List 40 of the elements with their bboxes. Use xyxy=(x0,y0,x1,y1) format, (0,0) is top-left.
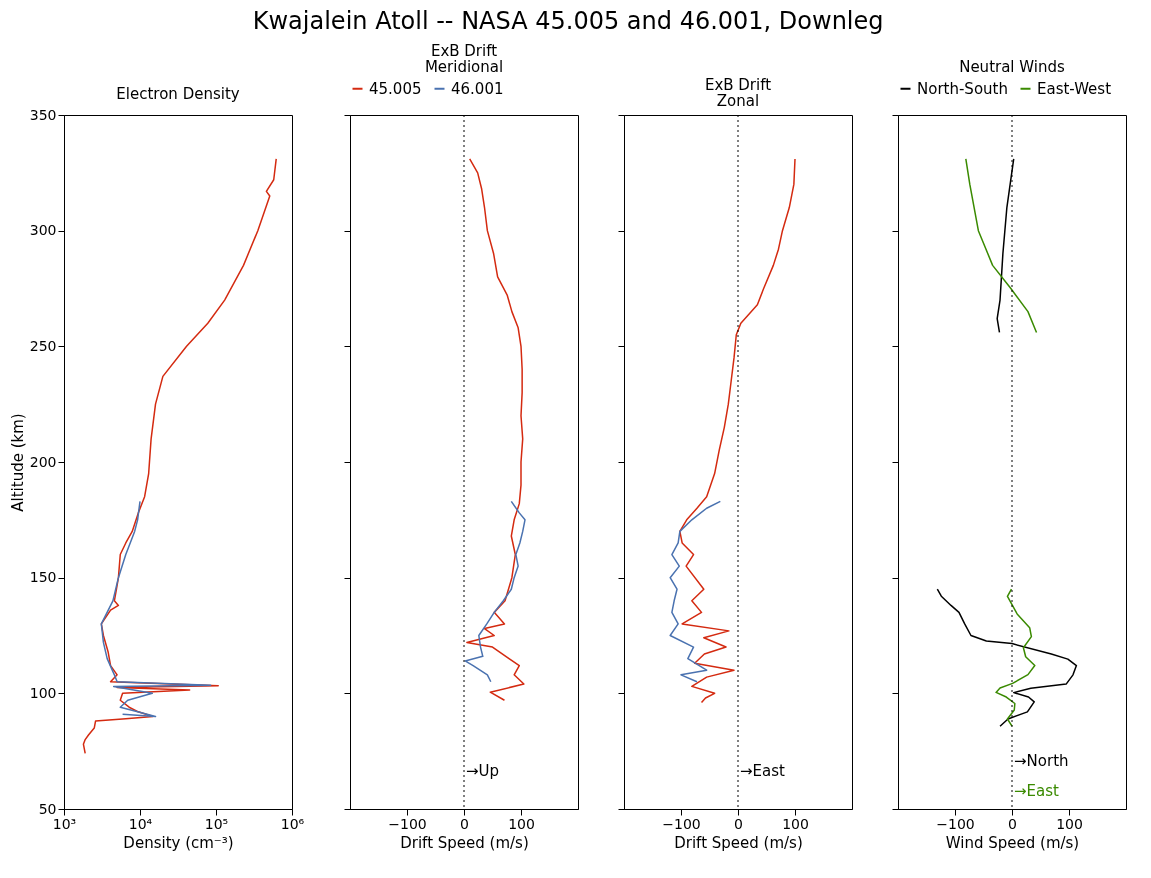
y-tick-label: 350 xyxy=(29,106,57,123)
text: Kwajalein Atoll -- NASA 45.005 and 46.001, Downleg xyxy=(252,6,884,35)
y-tick-label: 250 xyxy=(29,337,57,354)
legend-label: 46.001 xyxy=(451,79,504,98)
x-tick-label: 0 xyxy=(1008,815,1017,832)
x-tick-label: −100 xyxy=(662,815,701,832)
y-axis-title: Altitude (km) xyxy=(8,413,27,512)
y-tick-label: 300 xyxy=(29,222,57,239)
x-tick-label: 100 xyxy=(1056,815,1083,832)
x-tick-label: 10⁵ xyxy=(204,815,229,832)
x-tick-label: 100 xyxy=(782,815,809,832)
x-axis-title: Density (cm⁻³) xyxy=(123,833,234,852)
x-tick-label: 0 xyxy=(734,815,743,832)
chart-title: Electron Density xyxy=(116,85,240,103)
chart-title: ExB Drift xyxy=(430,42,498,60)
x-tick-label: −100 xyxy=(936,815,975,832)
y-tick-label: 150 xyxy=(29,569,57,586)
annotation: →North xyxy=(1014,752,1069,770)
x-axis-title: Drift Speed (m/s) xyxy=(674,833,803,852)
annotation: →East xyxy=(1014,782,1060,800)
annotation: →Up xyxy=(466,762,500,780)
chart-subtitle: Zonal xyxy=(716,91,760,110)
annotation: →East xyxy=(740,762,786,780)
chart-title: ExB Drift xyxy=(704,75,772,94)
x-tick-label: 10⁴ xyxy=(128,815,153,832)
x-tick-label: 10⁶ xyxy=(280,815,305,832)
x-axis-title: Drift Speed (m/s) xyxy=(400,833,529,852)
y-tick-label: 100 xyxy=(29,684,57,701)
x-tick-label: 10³ xyxy=(52,815,77,832)
y-tick-label: 50 xyxy=(38,800,57,817)
chart-subtitle: Meridional xyxy=(424,58,504,76)
legend-label: East-West xyxy=(1037,79,1112,98)
y-tick-label: 200 xyxy=(29,453,57,470)
legend-label: 45.005 xyxy=(369,79,422,98)
chart-title: Neutral Winds xyxy=(959,58,1065,76)
x-tick-label: 100 xyxy=(508,815,535,832)
legend-label: North-South xyxy=(917,79,1008,98)
x-tick-label: −100 xyxy=(388,815,427,832)
x-tick-label: 0 xyxy=(460,815,469,832)
x-axis-title: Wind Speed (m/s) xyxy=(945,833,1080,852)
